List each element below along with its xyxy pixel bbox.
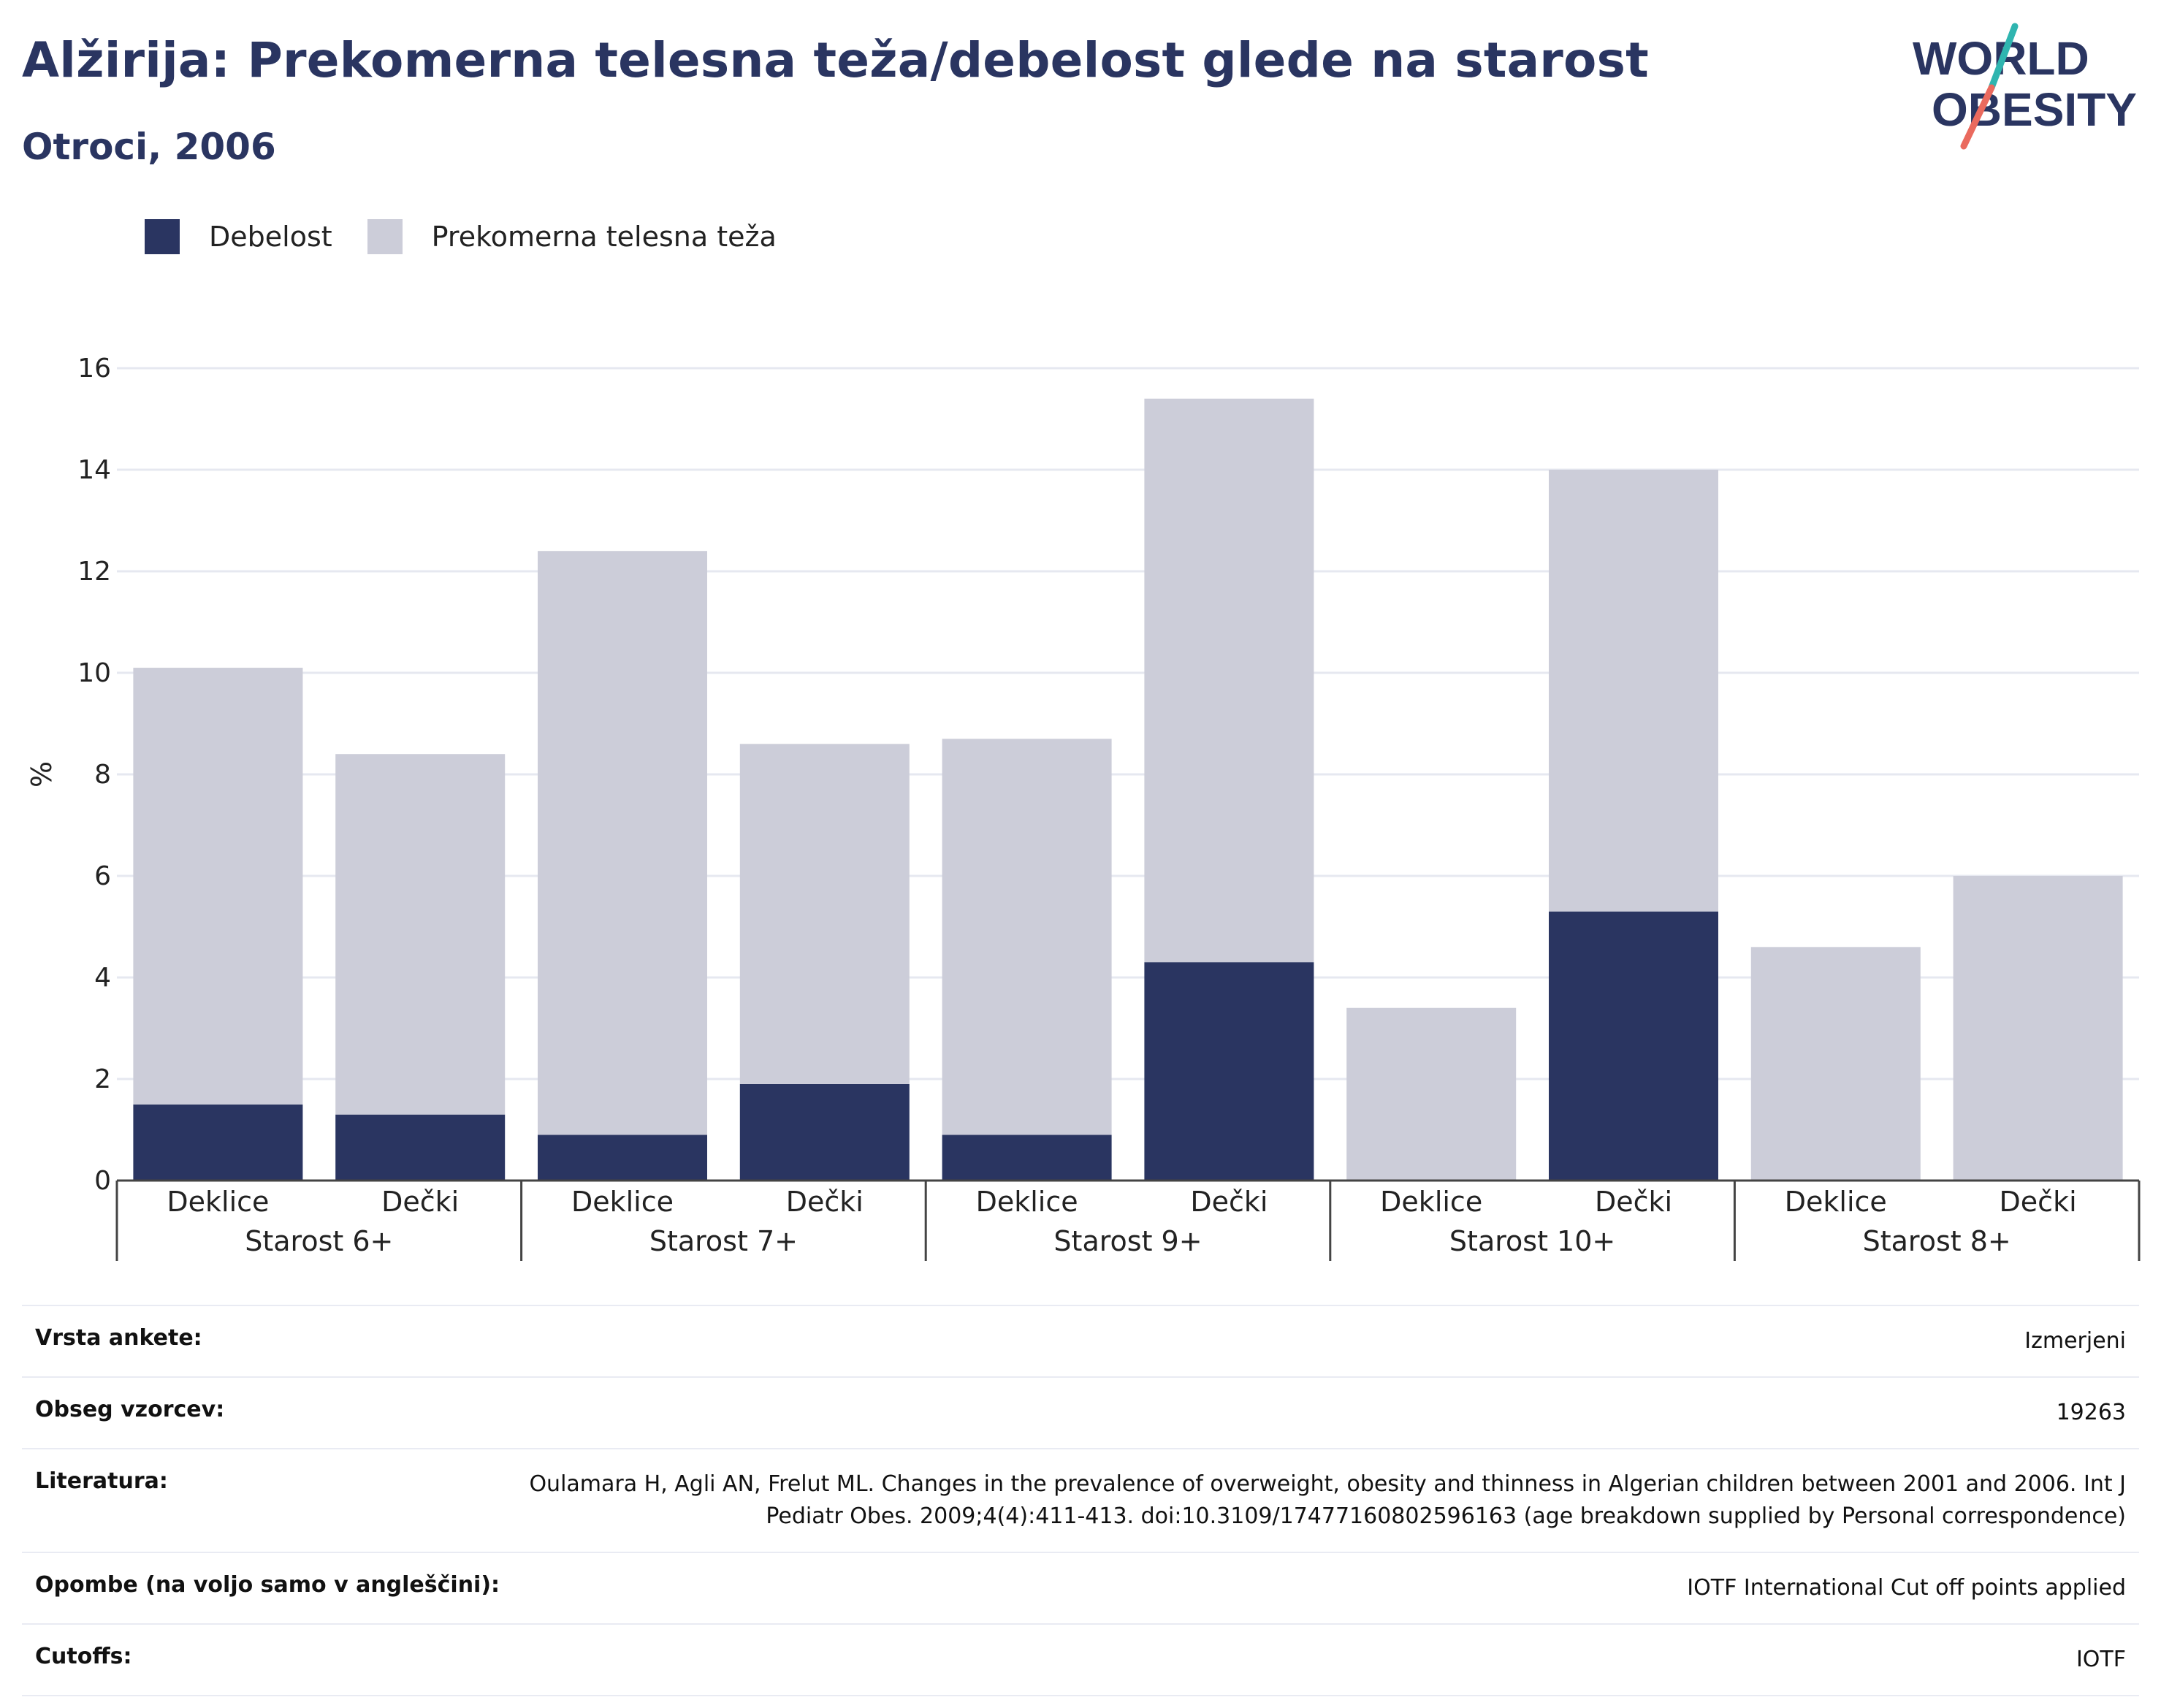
info-row: Cutoffs: IOTF bbox=[22, 1623, 2139, 1696]
info-key: Obseg vzorcev: bbox=[22, 1376, 514, 1449]
bar-segment bbox=[739, 1083, 910, 1181]
bar-segment bbox=[1549, 911, 1718, 1181]
x-category-label: Dečki bbox=[1595, 1186, 1672, 1218]
y-axis-title: % bbox=[26, 761, 58, 788]
x-category-label: Deklice bbox=[167, 1186, 269, 1218]
bar-segment bbox=[538, 551, 707, 1135]
y-tick-label: 2 bbox=[94, 1064, 111, 1094]
x-category-label: Deklice bbox=[1785, 1186, 1887, 1218]
chart-legend: Debelost Prekomerna telesna teža bbox=[145, 216, 812, 257]
bar-segment bbox=[335, 1114, 506, 1181]
x-category-label: Dečki bbox=[2000, 1186, 2077, 1218]
legend-item-debelost[interactable]: Debelost bbox=[145, 219, 332, 254]
info-value: 19263 bbox=[513, 1376, 2139, 1449]
info-key: Opombe (na voljo samo v angleščini): bbox=[22, 1552, 514, 1625]
info-value: Izmerjeni bbox=[513, 1305, 2139, 1378]
info-row: Obseg vzorcev: 19263 bbox=[22, 1376, 2139, 1449]
bar-segment bbox=[1953, 876, 2123, 1181]
bar-segment bbox=[1346, 1007, 1517, 1181]
page-title: Alžirija: Prekomerna telesna teža/debelo… bbox=[22, 32, 1649, 88]
stacked-bar-chart: 0 2 4 6 8 10 12 14 16% Deklice Dečki Starost 6+ Dekl… bbox=[26, 354, 2141, 1261]
info-value: IOTF International Cut off points applie… bbox=[513, 1552, 2139, 1625]
bar-segment bbox=[335, 754, 506, 1115]
x-group-label: Starost 9+ bbox=[1053, 1225, 1202, 1257]
x-category-label: Deklice bbox=[976, 1186, 1078, 1218]
bar-segment bbox=[133, 668, 303, 1105]
legend-label-prekomerna: Prekomerna telesna teža bbox=[431, 221, 777, 253]
info-value: IOTF bbox=[513, 1623, 2139, 1696]
bar-segment bbox=[1144, 962, 1314, 1181]
logo-slash-coral bbox=[1960, 84, 1995, 150]
info-key: Literatura: bbox=[22, 1448, 514, 1553]
info-key: Cutoffs: bbox=[22, 1623, 514, 1696]
info-row: Vrsta ankete: Izmerjeni bbox=[22, 1305, 2139, 1378]
survey-info-table: Vrsta ankete: Izmerjeni Obseg vzorcev: 1926… bbox=[22, 1305, 2139, 1696]
x-category-label: Dečki bbox=[786, 1186, 864, 1218]
y-tick-label: 8 bbox=[94, 760, 111, 790]
y-tick-label: 0 bbox=[94, 1166, 111, 1196]
logo-slash-teal bbox=[1988, 23, 2019, 91]
y-tick-label: 12 bbox=[77, 557, 111, 587]
legend-swatch-prekomerna bbox=[367, 219, 403, 254]
bar-segment bbox=[1750, 947, 1921, 1181]
x-group-label: Starost 10+ bbox=[1449, 1225, 1615, 1257]
x-category-label: Deklice bbox=[571, 1186, 674, 1218]
logo-line-2: OBESITY bbox=[1932, 83, 2137, 136]
legend-item-prekomerna[interactable]: Prekomerna telesna teža bbox=[367, 219, 777, 254]
info-row: Literatura: Oulamara H, Agli AN, Frelut M… bbox=[22, 1448, 2139, 1553]
bar-segment bbox=[1549, 470, 1718, 912]
x-category-label: Dečki bbox=[1190, 1186, 1268, 1218]
x-category-label: Deklice bbox=[1380, 1186, 1482, 1218]
info-key: Vrsta ankete: bbox=[22, 1305, 514, 1378]
bar-segment bbox=[538, 1135, 707, 1181]
bar-segment bbox=[133, 1104, 303, 1181]
y-tick-label: 10 bbox=[77, 658, 111, 688]
x-group-label: Starost 7+ bbox=[649, 1225, 798, 1257]
bar-segment bbox=[739, 744, 910, 1084]
bar-segment bbox=[1144, 398, 1314, 963]
y-tick-label: 14 bbox=[77, 455, 111, 485]
x-group-label: Starost 6+ bbox=[245, 1225, 393, 1257]
info-row: Opombe (na voljo samo v angleščini): IOTF… bbox=[22, 1552, 2139, 1625]
legend-label-debelost: Debelost bbox=[209, 221, 332, 253]
legend-swatch-debelost bbox=[145, 219, 180, 254]
x-group-label: Starost 8+ bbox=[1863, 1225, 2011, 1257]
y-tick-label: 16 bbox=[77, 354, 111, 384]
bar-segment bbox=[942, 739, 1112, 1135]
y-tick-label: 4 bbox=[94, 963, 111, 993]
bar-segment bbox=[942, 1135, 1112, 1181]
y-tick-label: 6 bbox=[94, 861, 111, 891]
page-subtitle: Otroci, 2006 bbox=[22, 126, 276, 168]
info-value: Oulamara H, Agli AN, Frelut ML. Changes … bbox=[513, 1448, 2139, 1553]
x-category-label: Dečki bbox=[381, 1186, 459, 1218]
world-obesity-logo: WORLD OBESITY bbox=[1913, 23, 2137, 150]
